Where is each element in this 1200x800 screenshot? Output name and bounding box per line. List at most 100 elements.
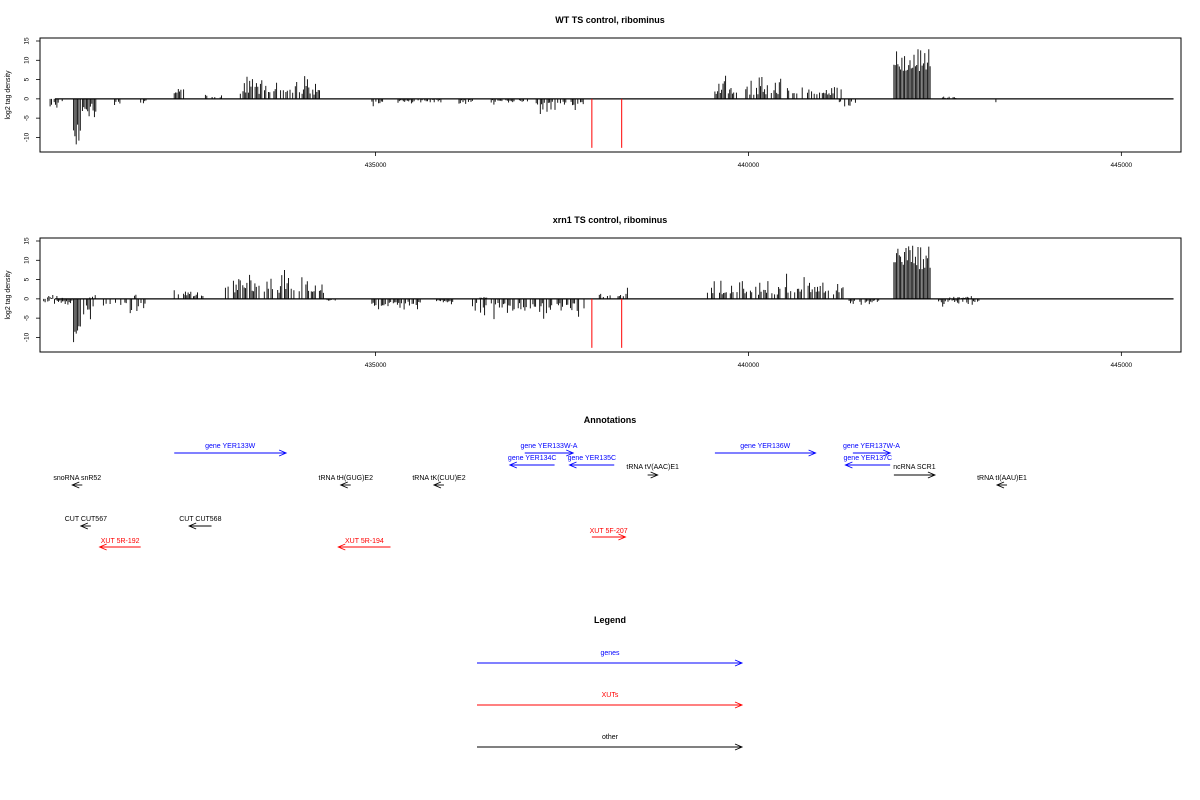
xrn1-signal-bar [938,298,980,307]
xrn1-signal-bar [472,298,585,320]
feature-trna-tk-cuu-e2: tRNA tK(CUU)E2 [412,475,466,489]
feature-label: gene YER134C [508,455,557,462]
feature-arrowhead [432,481,442,489]
feature-label: tRNA tV(AAC)E1 [626,464,679,471]
wt-track-title: WT TS control, ribominus [555,15,665,25]
feature-label: gene YER133W [205,443,255,450]
wt-signal-bar [893,49,931,99]
feature-label: XUT 5R-192 [101,538,140,545]
feature-label: gene YER133W-A [520,443,577,450]
feature-list: gene YER133W gene YER133W-A gene YER134C ge… [53,443,1027,551]
feature-arrowhead [650,471,659,479]
feature-label: tRNA tK(CUU)E2 [412,475,465,482]
wt-signal-bar [838,98,856,107]
feature-label: CUT CUT567 [65,516,107,523]
feature-cut-cut568: CUT CUT568 [179,516,222,530]
feature-label: tRNA tH(GUG)E2 [319,475,374,482]
feature-label: XUT 5F-207 [590,528,628,535]
legend-item-xuts: XUTs [477,692,744,709]
wt-signal-region [49,98,63,108]
xrn1-signal-region [47,295,63,299]
wt-y-tick-label: 5 [24,77,31,81]
feature-arrowhead [79,522,89,530]
feature-gene-yer137w-a: gene YER137W-A [843,443,900,457]
xrn1-y-tick-label: 10 [24,256,31,264]
xrn1-x-tick-label: 445000 [1110,362,1132,369]
legend-arrowhead [734,701,744,709]
wt-signal-bars [49,49,1174,148]
feature-gene-yer133w-a: gene YER133W-A [520,443,578,457]
wt-signal-region [239,76,320,99]
xrn1-signal-bar [326,298,336,301]
xrn1-y-axis-label: log2 tag density [5,270,12,320]
feature-arrowhead [808,449,817,457]
xrn1-signal-bar [893,245,931,299]
feature-label: ncRNA SCR1 [893,464,936,471]
wt-signal-region [204,94,222,99]
feature-arrowhead [337,543,346,551]
legend-items: genes XUTs other [477,650,744,751]
xrn1-y-tick-label: 0 [24,297,31,301]
wt-x-tick-label: 440000 [738,162,760,169]
feature-label: gene YER135C [568,455,617,462]
xrn1-track-panel: xrn1 TS control, ribominus log2 tag dens… [5,215,1182,369]
wt-y-tick-label: -10 [24,132,31,142]
xrn1-y-tick-label: 15 [24,237,31,245]
xrn1-signal-region [938,298,980,307]
xrn1-plot-frame [39,237,1182,353]
feature-label: gene YER137C [844,455,893,462]
feature-label: snoRNA snR52 [53,475,101,482]
wt-signal-region [893,49,931,99]
wt-signal-bar [535,98,584,114]
wt-signal-bar [49,98,63,108]
xrn1-axes: -10 -5 0 5 10 15 435000 440000 445000 [24,237,1133,369]
xrn1-signal-bar [479,297,488,299]
xrn1-signal-region [224,270,324,299]
xrn1-signal-bar [371,298,421,310]
annotations-panel: Annotations gene YER133W gene YER133W-Age… [53,415,1027,551]
xrn1-signal-bar [949,296,972,299]
wt-signal-region [535,98,584,114]
xrn1-y-tick-label: -10 [24,332,31,342]
xrn1-signal-region [134,294,137,299]
feature-trna-th-gug-e2: tRNA tH(GUG)E2 [319,475,374,489]
xrn1-signal-bar [47,295,63,299]
xrn1-signal-region [479,297,488,299]
wt-signal-region [397,98,442,104]
wt-x-tick-label: 445000 [1110,162,1132,169]
feature-arrowhead [188,522,197,530]
feature-xut-5f-207: XUT 5F-207 [590,528,628,541]
xrn1-y-tick-label: -5 [24,315,31,321]
wt-y-tick-label: 15 [24,37,31,45]
xrn1-signal-region [436,298,454,305]
legend-label: other [602,734,619,741]
feature-trna-ti-aau-e1: tRNA tI(AAU)E1 [977,475,1027,489]
xrn1-signal-bar [102,298,146,314]
wt-track-panel: WT TS control, ribominus log2 tag densit… [5,15,1182,169]
legend-label: XUTs [602,692,619,699]
xrn1-signal-bar [173,290,186,299]
wt-signal-region [941,96,957,99]
xrn1-signal-bar [83,298,94,320]
xrn1-x-tick-label: 435000 [365,362,387,369]
feature-trna-tv-aac-e1: tRNA tV(AAC)E1 [626,464,679,479]
wt-signal-bar [204,94,222,99]
feature-arrowhead [566,449,575,457]
xrn1-signal-bar [436,298,454,305]
xrn1-signal-bar [43,298,73,305]
wt-signal-region [173,89,185,99]
xrn1-signal-region [83,298,94,320]
xrn1-signal-bar [706,273,844,299]
xrn1-signal-bar [184,291,204,299]
xrn1-signal-region [706,273,844,299]
wt-signal-bar [397,98,442,104]
wt-y-tick-label: -5 [24,115,31,121]
wt-signal-bar [239,76,320,99]
wt-signal-bar [73,98,81,145]
wt-signal-bar [490,98,528,105]
wt-y-tick-label: 10 [24,56,31,64]
feature-label: tRNA tI(AAU)E1 [977,475,1027,482]
wt-signal-region [714,75,842,99]
wt-signal-bar [458,98,473,104]
